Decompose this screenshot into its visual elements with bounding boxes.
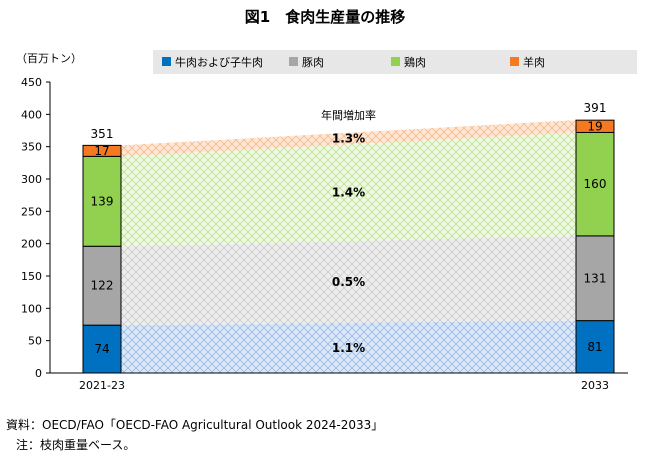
labels: 1.1% 74 81 0.5% 122 131 1.4% 139 160 1.3% 17 19 351 3…	[91, 101, 607, 356]
value-label-1-0: 122	[91, 279, 114, 293]
bar-3-0	[82, 144, 122, 157]
band-1	[121, 235, 576, 326]
bar-1-0	[82, 245, 122, 326]
bar-2-1	[575, 131, 615, 237]
legend-swatch-0	[162, 57, 171, 66]
y-tick-label-1: 50	[28, 335, 42, 348]
y-tick-label-7: 350	[21, 141, 42, 154]
legend-label-3: 羊肉	[523, 55, 545, 69]
total-label-0: 351	[91, 127, 114, 141]
legend-label-2: 鶏肉	[404, 55, 426, 69]
band-3	[121, 120, 576, 157]
value-label-3-1: 19	[587, 119, 602, 133]
bar-2-0	[82, 155, 122, 247]
y-tick-label-0: 0	[35, 367, 42, 380]
growth-label-3: 1.3%	[332, 132, 365, 146]
footnote: 注：枝肉重量ベース。	[16, 438, 136, 452]
value-label-0-1: 81	[587, 340, 602, 354]
value-label-3-0: 17	[94, 144, 109, 158]
value-label-2-0: 139	[91, 194, 114, 208]
band-2	[121, 132, 576, 247]
y-axis-label: （百万トン）	[16, 52, 82, 65]
annotation-label: 年間増加率	[321, 108, 376, 122]
value-label-0-0: 74	[94, 342, 109, 356]
legend-swatch-1	[289, 57, 298, 66]
x-tick-label-0: 2021-23	[79, 379, 125, 392]
y-tick-label-9: 450	[21, 76, 42, 89]
value-label-1-1: 131	[584, 271, 607, 285]
legend-swatch-2	[391, 57, 400, 66]
y-tick-label-4: 200	[21, 238, 42, 251]
growth-label-1: 0.5%	[332, 275, 365, 289]
bar-0-1	[575, 320, 615, 374]
band-0	[121, 320, 576, 373]
axes: 0 50 100 150 200 250 300 350 400 450 2021-23 2033	[21, 76, 628, 392]
source-note: 資料：OECD/FAO「OECD-FAO Agricultural Outloo…	[6, 418, 384, 432]
growth-label-0: 1.1%	[332, 341, 365, 355]
y-tick-label-2: 100	[21, 302, 42, 315]
y-tick-label-8: 400	[21, 108, 42, 121]
growth-label-2: 1.4%	[332, 186, 365, 200]
legend: 牛肉および子牛肉 豚肉 鶏肉 羊肉	[162, 55, 545, 69]
x-tick-label-1: 2033	[581, 379, 609, 392]
chart-title: 図1 食肉生産量の推移	[244, 8, 406, 26]
value-label-2-1: 160	[584, 177, 607, 191]
total-label-1: 391	[584, 101, 607, 115]
legend-label-1: 豚肉	[302, 56, 324, 69]
bar-3-1	[575, 119, 615, 133]
y-tick-label-6: 300	[21, 173, 42, 186]
y-tick-label-3: 150	[21, 270, 42, 283]
legend-label-0: 牛肉および子牛肉	[175, 55, 263, 69]
legend-swatch-3	[510, 57, 519, 66]
bar-1-1	[575, 235, 615, 322]
growth-bands	[121, 120, 576, 373]
y-tick-label-5: 250	[21, 205, 42, 218]
